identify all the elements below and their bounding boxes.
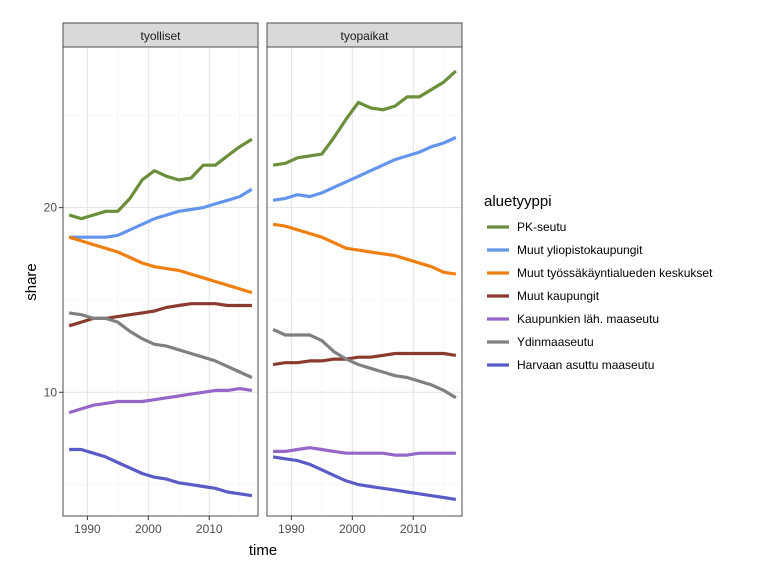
legend-label: Ydinmaaseutu — [517, 335, 594, 349]
legend-item: Kaupunkien läh. maaseutu — [487, 312, 659, 326]
series-line — [272, 328, 457, 400]
series-line — [272, 222, 457, 276]
y-tick-label: 20 — [44, 201, 58, 215]
series-line — [69, 187, 253, 239]
legend-label: Muut työssäkäyntialueden keskukset — [517, 266, 713, 280]
x-tick-label: 1990 — [74, 522, 101, 536]
facet-strip — [62, 22, 259, 48]
legend-item: Ydinmaaseutu — [487, 335, 594, 349]
facet-label: tyolliset — [140, 29, 181, 43]
panel-tyolliset: tyolliset 1990 2000 2010 — [62, 22, 259, 536]
y-axis-title: share — [23, 263, 40, 301]
x-tick-label: 2000 — [135, 522, 162, 536]
legend-label: Muut yliopistokaupungit — [517, 243, 643, 257]
series-line — [68, 235, 253, 295]
x-axis-title: time — [249, 542, 277, 559]
legend-item: Muut yliopistokaupungit — [487, 243, 643, 257]
x-tick-label: 2010 — [196, 522, 223, 536]
series-line — [69, 447, 253, 498]
panel-background — [63, 47, 258, 516]
series-line — [272, 351, 457, 367]
legend-label: PK-seutu — [517, 220, 566, 234]
panel-background — [267, 47, 462, 516]
series-line — [272, 69, 457, 167]
series-line — [272, 455, 457, 501]
x-tick-label: 2010 — [400, 522, 427, 536]
series-line — [272, 136, 457, 202]
x-tick-label: 1990 — [278, 522, 305, 536]
legend-item: PK-seutu — [487, 220, 566, 234]
legend-title: aluetyyppi — [484, 193, 552, 210]
legend-item: Muut työssäkäyntialueden keskukset — [487, 266, 713, 280]
chart-panels: tyolliset 1990 2000 2010 tyopaikat 1990 2000 20… — [62, 22, 463, 536]
series-line — [68, 387, 253, 415]
legend-item: Harvaan asuttu maaseutu — [487, 358, 654, 372]
series-line — [273, 446, 456, 457]
y-tick-label: 10 — [44, 385, 58, 399]
panel-tyopaikat: tyopaikat 1990 2000 2010 — [266, 22, 463, 536]
legend-item: Muut kaupungit — [487, 289, 600, 303]
facet-strip — [266, 22, 463, 48]
legend-label: Kaupunkien läh. maaseutu — [517, 312, 659, 326]
series-line — [68, 311, 253, 379]
legend-label: Muut kaupungit — [517, 289, 600, 303]
legend: aluetyyppi PK-seutu Muut yliopistokaupung… — [484, 193, 713, 372]
facet-label: tyopaikat — [340, 29, 389, 43]
x-tick-label: 2000 — [339, 522, 366, 536]
y-axis: 10 20 — [44, 201, 63, 399]
series-line — [68, 137, 253, 221]
legend-label: Harvaan asuttu maaseutu — [517, 358, 654, 372]
